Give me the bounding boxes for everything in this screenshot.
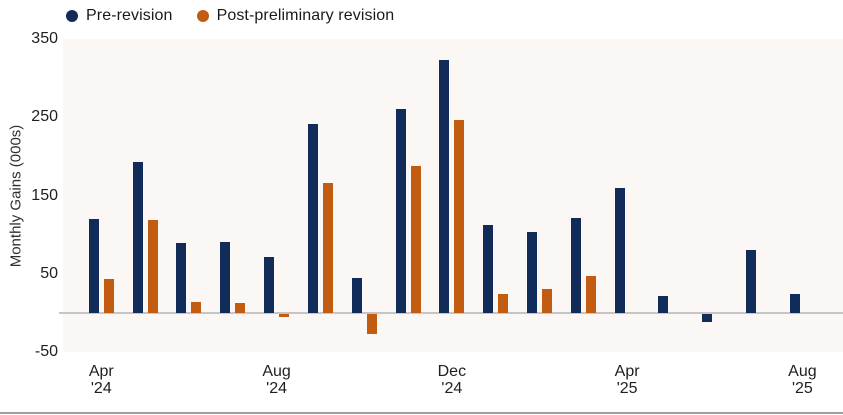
x-axis-tick-label: Aug '24 — [262, 363, 291, 397]
bar-pre-revision — [570, 218, 581, 313]
legend-marker-pre-revision-icon — [66, 10, 78, 22]
bar-pre-revision — [702, 313, 713, 323]
bar-pre-revision — [307, 124, 318, 313]
bar-pre-revision — [220, 242, 231, 313]
legend-label-post-revision: Post-preliminary revision — [216, 7, 395, 24]
bar-pre-revision — [264, 256, 275, 313]
bar-pre-revision — [527, 232, 537, 313]
legend: Pre-revision Post-preliminary revision — [66, 7, 394, 25]
legend-label-pre-revision: Pre-revision — [86, 7, 173, 24]
bar-post-revision — [410, 165, 421, 313]
y-axis-tick-label: 250 — [31, 108, 58, 126]
bar-post-revision — [191, 301, 202, 313]
bar-pre-revision — [132, 161, 143, 313]
legend-item-pre-revision: Pre-revision — [66, 7, 173, 25]
bar-pre-revision — [789, 294, 800, 313]
bar-pre-revision — [614, 188, 625, 313]
y-axis-tick-label: -50 — [34, 343, 58, 360]
bar-post-revision — [235, 303, 246, 313]
bar-pre-revision — [746, 250, 757, 313]
bar-post-revision — [279, 313, 290, 317]
x-axis-tick-label: Dec '24 — [437, 363, 467, 397]
y-axis-tick-label: 50 — [40, 264, 58, 282]
y-axis-tick-label: 150 — [31, 186, 58, 204]
x-axis-tick-label: Apr '24 — [88, 363, 114, 397]
plot-area — [59, 39, 843, 352]
bar-pre-revision — [88, 218, 99, 313]
bar-pre-revision — [439, 60, 450, 313]
bar-post-revision — [454, 119, 465, 313]
x-axis-tick-label: Aug '25 — [788, 363, 817, 397]
bar-post-revision — [366, 313, 377, 335]
legend-item-post-revision: Post-preliminary revision — [196, 7, 395, 25]
x-axis-tick-label: Apr '25 — [614, 363, 640, 397]
bar-post-revision — [103, 279, 114, 313]
bottom-border — [0, 412, 843, 414]
bar-pre-revision — [351, 277, 362, 313]
zero-baseline — [59, 311, 843, 314]
bar-pre-revision — [176, 243, 187, 313]
legend-marker-post-revision-icon — [196, 10, 209, 22]
bar-post-revision — [498, 294, 509, 313]
bar-post-revision — [322, 182, 333, 313]
bar-pre-revision — [658, 296, 669, 313]
bar-post-revision — [542, 288, 552, 313]
y-axis-tick-label: 350 — [31, 30, 58, 47]
bar-pre-revision — [395, 108, 406, 313]
bar-pre-revision — [483, 225, 494, 313]
bar-post-revision — [147, 219, 158, 313]
bar-post-revision — [585, 276, 596, 313]
